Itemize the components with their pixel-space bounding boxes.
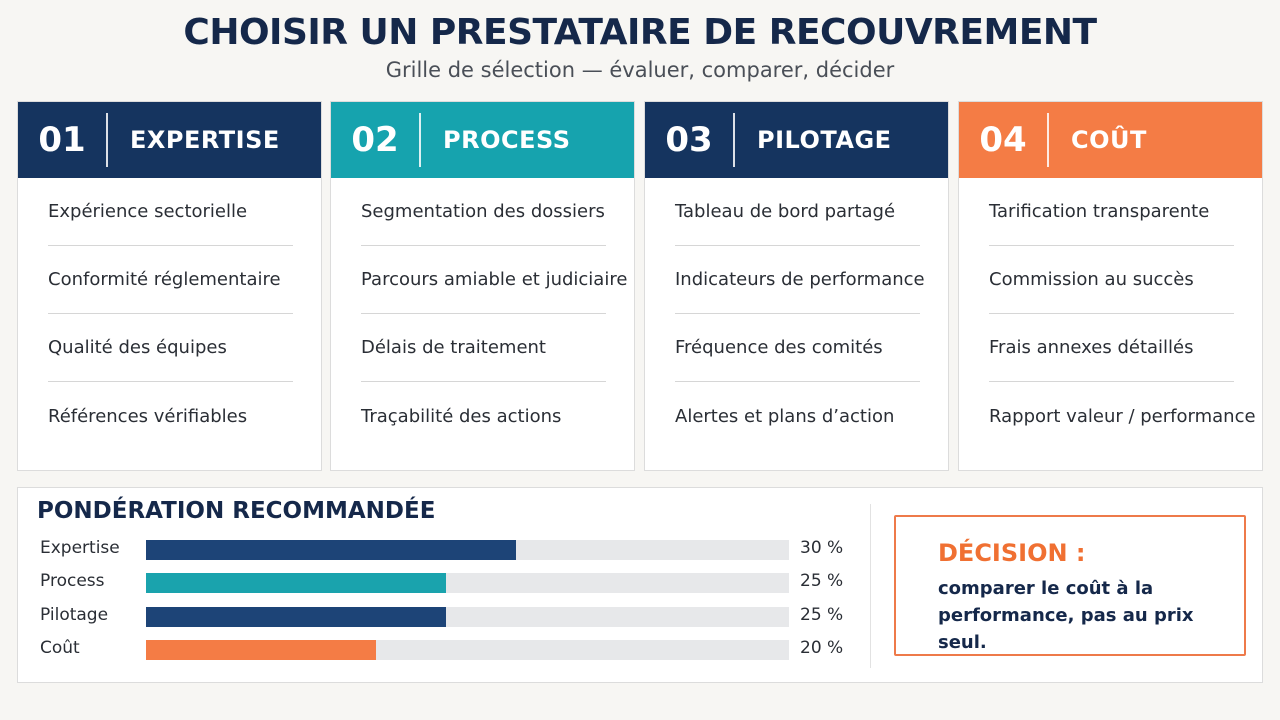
card-item: Délais de traitement	[361, 314, 606, 382]
card-item: Qualité des équipes	[48, 314, 293, 382]
card-number: 01	[38, 120, 86, 160]
card-item: Expérience sectorielle	[48, 178, 293, 246]
weight-percent: 25 %	[800, 571, 844, 591]
decision-box: DÉCISION : comparer le coût à la perform…	[894, 515, 1246, 656]
card-item: Références vérifiables	[48, 405, 248, 427]
weight-bar	[146, 607, 447, 627]
weighting-panel: PONDÉRATION RECOMMANDÉE Expertise 30 % P…	[17, 487, 1263, 683]
card-item: Parcours amiable et judiciaire	[361, 246, 627, 314]
weight-label: Pilotage	[40, 605, 109, 625]
weighting-title: PONDÉRATION RECOMMANDÉE	[37, 498, 436, 524]
card-pilotage: 03 PILOTAGE Tableau de bord partagé Indi…	[644, 101, 949, 471]
card-item: Tableau de bord partagé	[675, 178, 920, 246]
weight-percent: 20 %	[800, 638, 844, 658]
weight-row-cout: Coût 20 %	[40, 638, 860, 660]
page-title: CHOISIR UN PRESTATAIRE DE RECOUVREMENT	[183, 12, 1097, 53]
card-number: 03	[665, 120, 713, 160]
card-item: Commission au succès	[989, 246, 1234, 314]
card-process: 02 PROCESS Segmentation des dossiers Par…	[330, 101, 635, 471]
weight-bar	[146, 640, 377, 660]
card-expertise: 01 EXPERTISE Expérience sectorielle Conf…	[17, 101, 322, 471]
page-subtitle: Grille de sélection — évaluer, comparer,…	[385, 58, 895, 82]
card-divider	[419, 113, 421, 167]
weight-track	[146, 540, 789, 560]
panel-divider	[870, 504, 871, 668]
card-header: 03 PILOTAGE	[645, 102, 948, 178]
weight-percent: 25 %	[800, 605, 844, 625]
decision-text: comparer le coût à la performance, pas a…	[938, 578, 1194, 653]
card-item: Alertes et plans d’action	[675, 405, 895, 427]
card-divider	[733, 113, 735, 167]
card-item: Frais annexes détaillés	[989, 314, 1234, 382]
card-item: Fréquence des comités	[675, 314, 920, 382]
card-number: 04	[979, 120, 1027, 160]
card-item: Traçabilité des actions	[361, 405, 562, 427]
weight-bar	[146, 540, 516, 560]
card-number: 02	[351, 120, 399, 160]
card-item: Conformité réglementaire	[48, 246, 293, 314]
weight-label: Process	[40, 571, 105, 591]
weight-track	[146, 640, 789, 660]
card-item: Tarification transparente	[989, 178, 1234, 246]
weight-row-pilotage: Pilotage 25 %	[40, 605, 860, 627]
card-label: PILOTAGE	[757, 126, 892, 154]
card-item: Segmentation des dossiers	[361, 178, 606, 246]
card-items: Tableau de bord partagé Indicateurs de p…	[675, 178, 925, 450]
decision-title: DÉCISION :	[938, 539, 1086, 567]
card-label: COÛT	[1071, 126, 1147, 154]
card-label: EXPERTISE	[130, 126, 280, 154]
weight-bar	[146, 573, 447, 593]
card-label: PROCESS	[443, 126, 571, 154]
weight-percent: 30 %	[800, 538, 844, 558]
weight-label: Coût	[40, 638, 80, 658]
criteria-cards: 01 EXPERTISE Expérience sectorielle Conf…	[17, 101, 1263, 471]
weight-label: Expertise	[40, 538, 120, 558]
weight-row-process: Process 25 %	[40, 571, 860, 593]
card-items: Expérience sectorielle Conformité réglem…	[48, 178, 293, 450]
weight-row-expertise: Expertise 30 %	[40, 538, 860, 560]
card-item: Indicateurs de performance	[675, 246, 925, 314]
card-divider	[106, 113, 108, 167]
card-item: Rapport valeur / performance	[989, 405, 1256, 427]
card-cout: 04 COÛT Tarification transparente Commis…	[958, 101, 1263, 471]
card-header: 04 COÛT	[959, 102, 1262, 178]
card-header: 02 PROCESS	[331, 102, 634, 178]
weight-track	[146, 573, 789, 593]
card-items: Segmentation des dossiers Parcours amiab…	[361, 178, 627, 450]
card-header: 01 EXPERTISE	[18, 102, 321, 178]
card-items: Tarification transparente Commission au …	[989, 178, 1256, 450]
weight-track	[146, 607, 789, 627]
card-divider	[1047, 113, 1049, 167]
